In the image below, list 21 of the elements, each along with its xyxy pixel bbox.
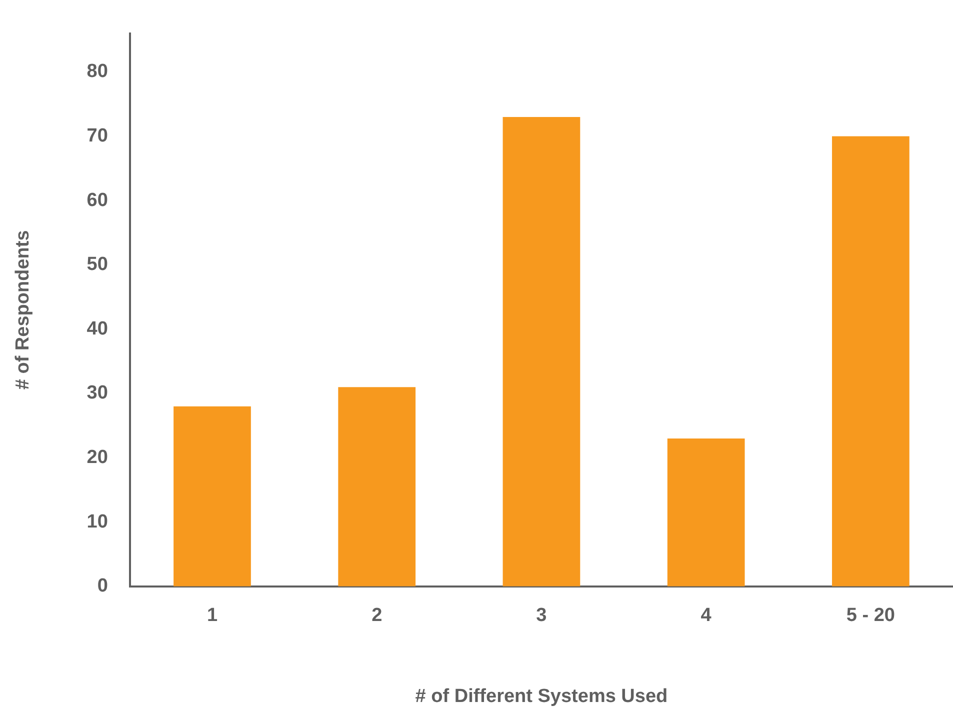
y-tick-label: 50 xyxy=(86,254,108,276)
y-tick-label: 80 xyxy=(86,61,108,82)
x-tick-label: 3 xyxy=(536,605,547,626)
y-tick-label: 30 xyxy=(86,382,108,404)
y-tick-label: 40 xyxy=(86,318,108,340)
y-tick-label: 20 xyxy=(86,447,108,468)
x-tick-label: 4 xyxy=(700,605,712,626)
y-tick-label: 10 xyxy=(86,511,108,532)
x-tick-label: 5 - 20 xyxy=(846,605,895,626)
y-tick-label: 0 xyxy=(97,576,108,597)
x-axis-title: # of Different Systems Used xyxy=(415,686,668,707)
bar xyxy=(667,438,745,586)
x-tick-label: 2 xyxy=(372,605,382,626)
y-tick-label: 60 xyxy=(86,190,108,211)
bar xyxy=(502,116,580,586)
y-axis-title: # of Respondents xyxy=(12,230,34,390)
y-tick-label: 70 xyxy=(86,126,108,147)
bar xyxy=(174,406,251,586)
bar xyxy=(832,136,910,586)
x-tick-label: 1 xyxy=(206,605,218,626)
bar xyxy=(338,387,416,586)
